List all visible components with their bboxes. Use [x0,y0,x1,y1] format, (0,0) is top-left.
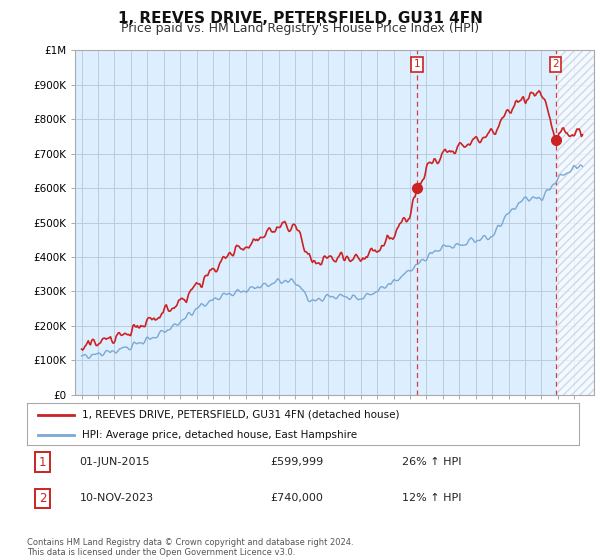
Text: 1, REEVES DRIVE, PETERSFIELD, GU31 4FN (detached house): 1, REEVES DRIVE, PETERSFIELD, GU31 4FN (… [82,409,400,419]
Text: 10-NOV-2023: 10-NOV-2023 [79,493,154,503]
Text: Price paid vs. HM Land Registry's House Price Index (HPI): Price paid vs. HM Land Registry's House … [121,22,479,35]
Bar [556,50,594,395]
Text: 2: 2 [39,492,46,505]
Text: 26% ↑ HPI: 26% ↑ HPI [403,457,462,467]
Text: 12% ↑ HPI: 12% ↑ HPI [403,493,462,503]
Text: HPI: Average price, detached house, East Hampshire: HPI: Average price, detached house, East… [82,430,358,440]
Text: 1, REEVES DRIVE, PETERSFIELD, GU31 4FN: 1, REEVES DRIVE, PETERSFIELD, GU31 4FN [118,11,482,26]
Text: Contains HM Land Registry data © Crown copyright and database right 2024.
This d: Contains HM Land Registry data © Crown c… [27,538,353,557]
Text: 2: 2 [552,59,559,69]
Text: 1: 1 [39,455,46,469]
Text: £599,999: £599,999 [270,457,323,467]
Text: 1: 1 [413,59,420,69]
Text: 01-JUN-2015: 01-JUN-2015 [79,457,150,467]
Text: £740,000: £740,000 [270,493,323,503]
